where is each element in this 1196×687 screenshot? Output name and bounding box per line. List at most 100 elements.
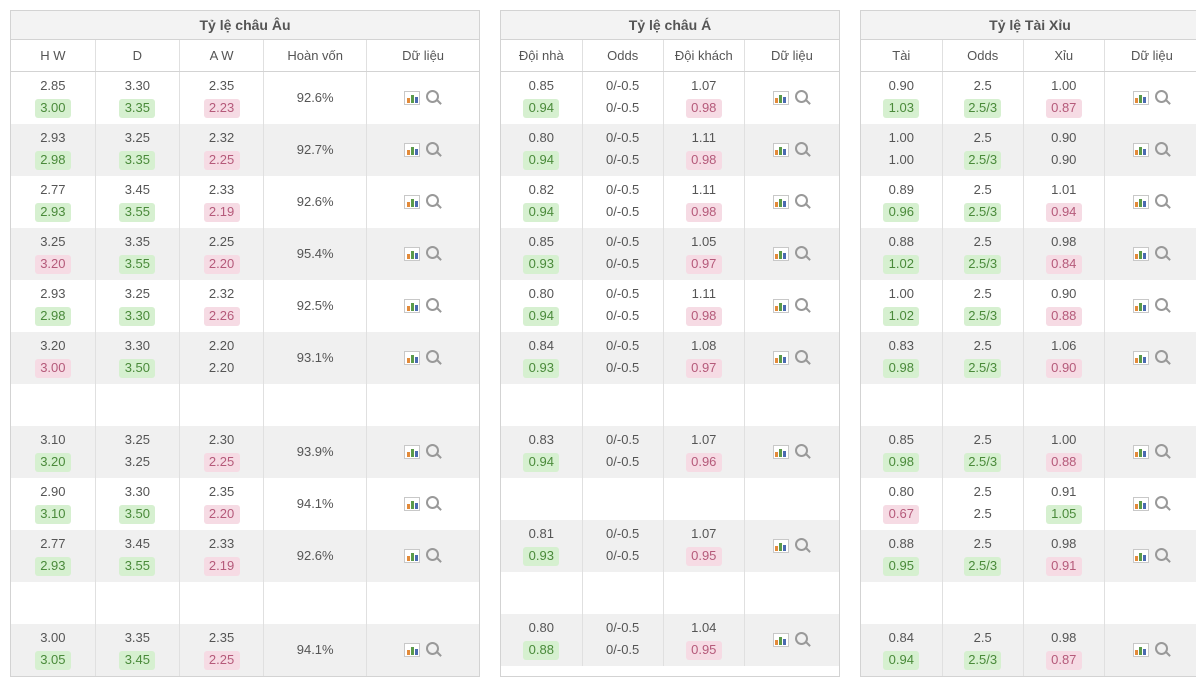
- magnifier-icon[interactable]: [795, 632, 811, 648]
- chart-icon[interactable]: [404, 351, 420, 365]
- magnifier-icon[interactable]: [795, 246, 811, 262]
- magnifier-icon[interactable]: [795, 444, 811, 460]
- chart-icon[interactable]: [404, 549, 420, 563]
- magnifier-icon[interactable]: [426, 548, 442, 564]
- under-odds-value: 1.05: [1046, 505, 1082, 524]
- aw-odds-value: 2.25: [204, 453, 240, 472]
- data-actions: [1105, 90, 1196, 106]
- over-odds-value: 1.02: [883, 255, 919, 274]
- d-odds: 3.453.55: [96, 177, 179, 226]
- data-actions: [745, 444, 839, 460]
- magnifier-icon[interactable]: [795, 142, 811, 158]
- chart-icon[interactable]: [773, 91, 789, 105]
- table-row: 2.853.003.303.352.352.2392.6%: [11, 72, 479, 124]
- magnifier-icon[interactable]: [426, 642, 442, 658]
- magnifier-icon[interactable]: [1155, 246, 1171, 262]
- magnifier-icon[interactable]: [1155, 194, 1171, 210]
- home-odds: 0.800.88: [501, 615, 582, 664]
- data-actions: [367, 298, 479, 314]
- chart-icon[interactable]: [773, 247, 789, 261]
- col-odds: Odds: [582, 40, 663, 72]
- magnifier-icon[interactable]: [795, 298, 811, 314]
- over-odds-value: 0.80: [883, 483, 919, 502]
- chart-icon[interactable]: [404, 643, 420, 657]
- chart-icon[interactable]: [404, 91, 420, 105]
- line-odds-value: 2.5: [965, 285, 1001, 304]
- magnifier-icon[interactable]: [426, 142, 442, 158]
- magnifier-icon[interactable]: [1155, 642, 1171, 658]
- home-odds-value: 0.94: [523, 99, 559, 118]
- handicap-odds-value: 0/-0.5: [602, 99, 643, 118]
- handicap-odds-value: 0/-0.5: [602, 77, 643, 96]
- magnifier-icon[interactable]: [426, 90, 442, 106]
- table-row: 1.001.002.52.5/30.900.90: [861, 124, 1196, 176]
- away-odds-value: 0.98: [686, 203, 722, 222]
- chart-icon[interactable]: [1133, 497, 1149, 511]
- chart-icon[interactable]: [773, 195, 789, 209]
- home-odds-value: 0.84: [523, 337, 559, 356]
- magnifier-icon[interactable]: [1155, 548, 1171, 564]
- table-row: 0.820.940/-0.50/-0.51.110.98: [501, 176, 839, 228]
- magnifier-icon[interactable]: [795, 538, 811, 554]
- chart-icon[interactable]: [404, 497, 420, 511]
- hw-odds-value: 2.77: [35, 181, 71, 200]
- magnifier-icon[interactable]: [1155, 350, 1171, 366]
- handicap-odds-value: 0/-0.5: [602, 255, 643, 274]
- chart-icon[interactable]: [1133, 143, 1149, 157]
- magnifier-icon[interactable]: [1155, 90, 1171, 106]
- chart-icon[interactable]: [1133, 549, 1149, 563]
- chart-icon[interactable]: [773, 299, 789, 313]
- col-home: Đội nhà: [501, 40, 582, 72]
- chart-icon[interactable]: [1133, 91, 1149, 105]
- table-row: 0.850.930/-0.50/-0.51.050.97: [501, 228, 839, 280]
- aw-odds-value: 2.25: [204, 151, 240, 170]
- chart-icon[interactable]: [1133, 299, 1149, 313]
- over-odds-value: 0.98: [883, 359, 919, 378]
- chart-icon[interactable]: [404, 445, 420, 459]
- blank-row: [501, 478, 839, 520]
- handicap-odds: 0/-0.50/-0.5: [583, 229, 663, 278]
- chart-icon[interactable]: [404, 195, 420, 209]
- home-odds-value: 0.94: [523, 307, 559, 326]
- chart-icon[interactable]: [1133, 643, 1149, 657]
- chart-icon[interactable]: [773, 633, 789, 647]
- magnifier-icon[interactable]: [426, 350, 442, 366]
- magnifier-icon[interactable]: [426, 246, 442, 262]
- line-odds-value: 2.5: [965, 483, 1001, 502]
- magnifier-icon[interactable]: [795, 90, 811, 106]
- chart-icon[interactable]: [773, 539, 789, 553]
- table-row: 2.772.933.453.552.332.1992.6%: [11, 530, 479, 582]
- chart-icon[interactable]: [1133, 247, 1149, 261]
- chart-icon[interactable]: [773, 143, 789, 157]
- chart-icon[interactable]: [404, 247, 420, 261]
- aw-odds: 2.322.26: [180, 281, 263, 330]
- over-odds-value: 0.94: [883, 651, 919, 670]
- home-odds-value: 0.93: [523, 255, 559, 274]
- chart-icon[interactable]: [773, 351, 789, 365]
- chart-icon[interactable]: [404, 143, 420, 157]
- chart-icon[interactable]: [1133, 351, 1149, 365]
- chart-icon[interactable]: [1133, 445, 1149, 459]
- line-odds-value: 2.5/3: [964, 557, 1001, 576]
- chart-icon[interactable]: [404, 299, 420, 313]
- magnifier-icon[interactable]: [1155, 142, 1171, 158]
- magnifier-icon[interactable]: [795, 350, 811, 366]
- magnifier-icon[interactable]: [1155, 444, 1171, 460]
- d-odds-value: 3.30: [119, 337, 155, 356]
- chart-icon[interactable]: [1133, 195, 1149, 209]
- data-actions: [1105, 350, 1196, 366]
- magnifier-icon[interactable]: [426, 496, 442, 512]
- magnifier-icon[interactable]: [795, 194, 811, 210]
- magnifier-icon[interactable]: [426, 194, 442, 210]
- away-odds: 1.040.95: [664, 615, 744, 664]
- aw-odds-value: 2.19: [204, 557, 240, 576]
- magnifier-icon[interactable]: [1155, 298, 1171, 314]
- hw-odds-value: 3.10: [35, 505, 71, 524]
- chart-icon[interactable]: [773, 445, 789, 459]
- magnifier-icon[interactable]: [426, 298, 442, 314]
- hw-odds-value: 2.98: [35, 151, 71, 170]
- magnifier-icon[interactable]: [1155, 496, 1171, 512]
- magnifier-icon[interactable]: [426, 444, 442, 460]
- away-odds-value: 1.11: [686, 181, 722, 200]
- home-odds-value: 0.85: [523, 77, 559, 96]
